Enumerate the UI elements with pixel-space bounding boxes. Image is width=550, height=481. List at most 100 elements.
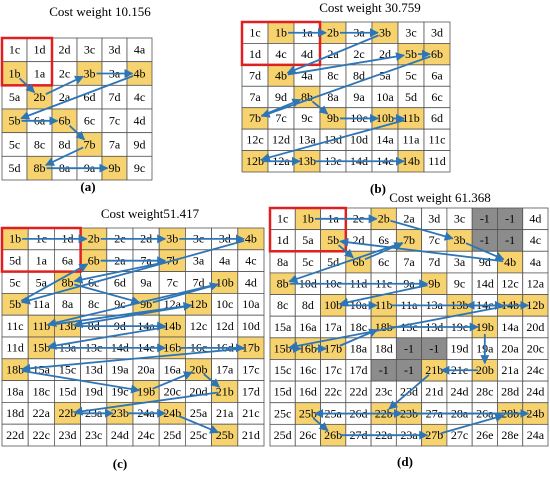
cell-label: 14b	[402, 154, 420, 168]
cell-label: -1	[404, 341, 414, 355]
cell-label: 7c	[429, 233, 440, 247]
cell-label: 21b	[425, 363, 443, 377]
cell-label: 5c	[302, 255, 313, 269]
panel-title: Cost weight51.417	[101, 206, 200, 221]
cell-label: 15c	[274, 363, 291, 377]
cell-label: 1c	[9, 43, 20, 57]
path-arrow	[288, 241, 403, 284]
cell-label: 9d	[134, 137, 146, 151]
cell-label: 24c	[137, 428, 154, 442]
cell-label: 18a	[350, 341, 368, 355]
cell-label: 8d	[59, 137, 71, 151]
panel-title: Cost weight 10.156	[49, 4, 151, 19]
cell-label: 3c	[84, 43, 95, 57]
cell-label: 1d	[277, 233, 289, 247]
cell-label: 4d	[134, 114, 146, 128]
cell-label: 28e	[501, 428, 518, 442]
cell-label: 4b	[504, 255, 516, 269]
cell-label: 5d	[9, 161, 21, 175]
cell-label: 3b	[84, 66, 96, 80]
path-arrow	[20, 263, 89, 302]
cell-label: 8c	[327, 68, 338, 82]
cell-label: 19d	[451, 341, 469, 355]
cell-label: 21d	[242, 428, 260, 442]
cell-label: 2d	[59, 43, 71, 57]
cell-label: 10d	[350, 133, 368, 147]
panel-caption: (b)	[370, 181, 386, 196]
cell-label: 6s	[378, 233, 389, 247]
path-arrow	[47, 326, 166, 350]
path-arrow	[21, 369, 141, 394]
cell-label: 14d	[476, 276, 494, 290]
cell-label: 24d	[451, 385, 469, 399]
cell-label: 19b	[476, 320, 494, 334]
cell-label: 16a	[299, 320, 317, 334]
cell-label: 21a	[216, 406, 234, 420]
cell-label: 1c	[277, 212, 288, 226]
cell-label: 11a	[403, 133, 421, 147]
cell-label: 11c	[429, 133, 446, 147]
cell-label: 26b	[324, 428, 342, 442]
cell-label: -1	[505, 212, 515, 226]
panel-caption: (d)	[397, 454, 413, 469]
cell-label: -1	[480, 233, 490, 247]
cell-label: 12d	[216, 319, 234, 333]
cell-label: 18b	[375, 320, 393, 334]
cell-label: 18c	[350, 320, 367, 334]
cell-label: 10b	[216, 275, 234, 289]
path-arrow	[312, 417, 329, 432]
cell-label: 5d	[9, 253, 21, 267]
path-arrow	[68, 124, 86, 141]
cell-label: 17d	[349, 363, 367, 377]
cell-label: 9b	[428, 276, 440, 290]
cell-label: 7c	[275, 111, 286, 125]
panel: Cost weight 61.368(d)1c 1b 1a 2c 2b 2a 3d 3c -1-…	[268, 190, 549, 469]
cell-label: 17b	[324, 341, 342, 355]
cell-label: 16b	[163, 341, 181, 355]
cell-label: 22c	[33, 428, 50, 442]
cell-label: 8a	[62, 297, 74, 311]
cell-label: 19b	[137, 384, 155, 398]
cell-label: 25b	[299, 406, 317, 420]
cell-label: 25d	[163, 428, 181, 442]
cell-label: 1d	[34, 43, 46, 57]
cell-label: 22c	[325, 385, 342, 399]
cell-label: 6d	[431, 111, 443, 125]
cell-label: -1	[480, 212, 490, 226]
cell-label: 6c	[84, 114, 95, 128]
cell-label: 19d	[85, 384, 103, 398]
cell-label: 20a	[137, 362, 155, 376]
cell-label: 16c	[299, 363, 316, 377]
cell-label: 7c	[109, 114, 120, 128]
cell-label: 2b	[378, 212, 390, 226]
cell-label: 1b	[9, 66, 21, 80]
cell-label: 17b	[242, 341, 260, 355]
cell-label: 5b	[9, 297, 21, 311]
path-arrow	[45, 146, 84, 166]
grid-cell	[126, 155, 153, 181]
cell-label: 12b	[246, 154, 264, 168]
cell-label: 21d	[425, 385, 443, 399]
start-region	[0, 226, 82, 273]
path-arrow	[440, 413, 505, 435]
grid-cell	[522, 423, 549, 447]
cell-label: 1c	[249, 25, 260, 39]
cell-label: 21c	[242, 406, 259, 420]
cell-label: 4c	[275, 47, 286, 61]
cell-label: 25b	[216, 428, 234, 442]
cell-label: 10b	[376, 111, 394, 125]
cell-label: 13a	[298, 133, 316, 147]
cell-label: 25c	[190, 428, 207, 442]
cell-label: 4b	[275, 68, 287, 82]
cell-label: 20d	[526, 320, 544, 334]
path-arrow	[20, 75, 134, 120]
path-arrow	[311, 100, 329, 115]
cell-label: 8d	[302, 298, 314, 312]
cell-label: 1d	[249, 47, 261, 61]
cell-label: 4a	[219, 253, 231, 267]
cell-label: 10d	[242, 319, 260, 333]
cell-label: -1	[404, 363, 414, 377]
path-arrow	[74, 283, 141, 305]
cell-label: 1a	[34, 66, 46, 80]
cell-label: 10a	[376, 90, 394, 104]
